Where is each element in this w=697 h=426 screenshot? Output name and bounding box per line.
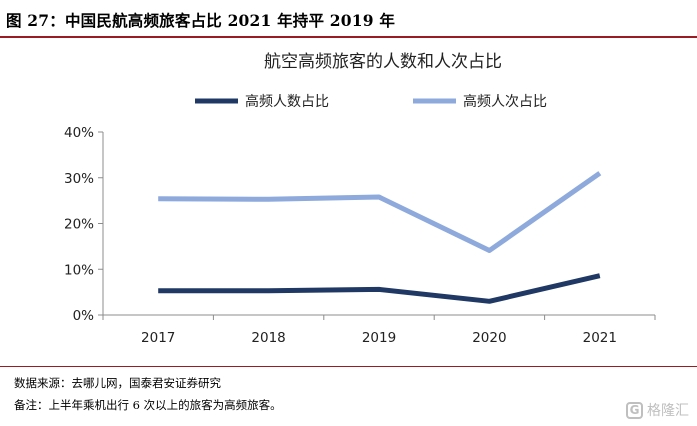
y-tick-label: 30%	[64, 171, 94, 187]
watermark: G 格隆汇	[626, 400, 689, 420]
title-divider	[0, 36, 697, 38]
line-chart: 航空高频旅客的人数和人次占比 高频人数占比 高频人次占比 0% 10% 20% 30% 4…	[64, 52, 656, 346]
y-tick-label: 40%	[64, 125, 94, 141]
x-tick-label: 2017	[141, 330, 175, 346]
series-line-1	[158, 273, 601, 304]
figure-title: 图 27：中国民航高频旅客占比 2021 年持平 2019 年	[6, 11, 396, 30]
legend: 高频人数占比 高频人次占比	[195, 93, 547, 110]
x-tick-label: 2019	[362, 330, 396, 346]
y-tick-label: 10%	[64, 262, 94, 278]
chart-title: 航空高频旅客的人数和人次占比	[264, 52, 502, 72]
data-source: 数据来源：去哪儿网，国泰君安证券研究	[14, 376, 221, 390]
y-tick-label: 20%	[64, 217, 94, 233]
axes: 0% 10% 20% 30% 40% 2017 2018 2019 2020 2021	[64, 125, 656, 346]
legend-label-1: 高频人数占比	[245, 93, 329, 110]
chart-note: 备注：上半年乘机出行 6 次以上的旅客为高频旅客。	[14, 398, 282, 412]
legend-label-2: 高频人次占比	[463, 93, 547, 110]
x-tick-label: 2020	[472, 330, 506, 346]
x-tick-label: 2018	[251, 330, 285, 346]
footer-divider	[0, 366, 697, 367]
watermark-text: 格隆汇	[647, 403, 689, 419]
watermark-logo-icon: G	[626, 401, 643, 419]
x-tick-label: 2021	[583, 330, 617, 346]
series-layer	[158, 171, 602, 304]
y-tick-label: 0%	[73, 308, 95, 324]
series-line-2	[158, 171, 602, 253]
